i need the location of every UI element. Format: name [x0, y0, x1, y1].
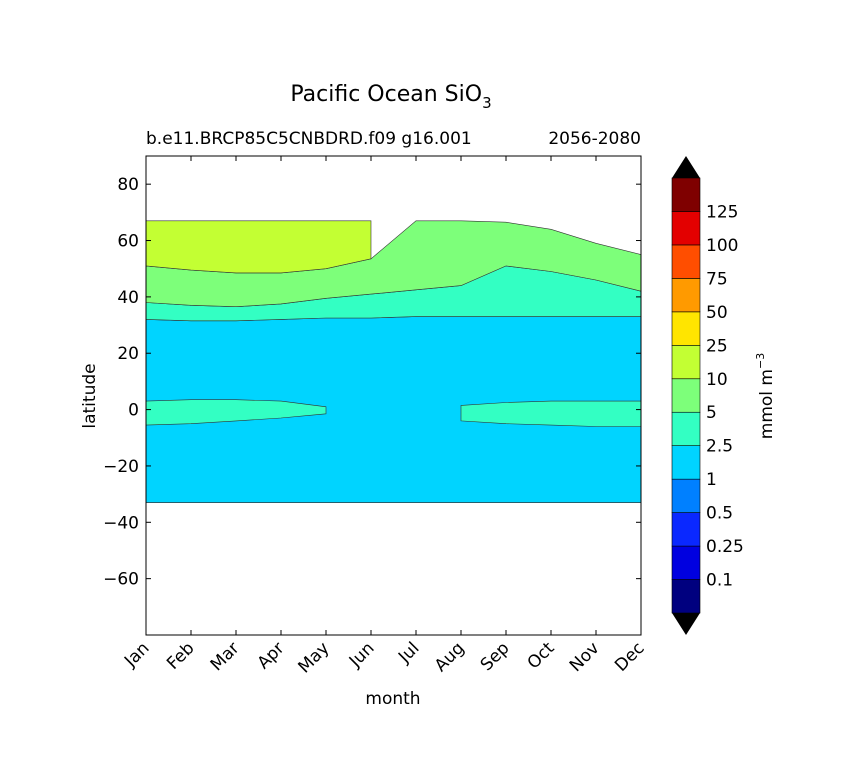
y-tick-label: −60 [103, 570, 139, 590]
colorbar-extend-min [672, 613, 700, 635]
colorbar-segment [671, 177, 701, 212]
y-tick-label: −40 [103, 513, 139, 533]
plot-area [146, 220, 641, 503]
x-tick-label-apr: Apr [254, 638, 289, 673]
colorbar-segment [671, 512, 701, 547]
y-axis-label: latitude [80, 363, 100, 428]
x-tick-label-mar: Mar [207, 638, 244, 675]
plot-frame [145, 155, 642, 636]
chart-subtitle-left: b.e11.BRCP85C5CNBDRD.f09 g16.001 [146, 129, 472, 149]
x-tick-label-dec: Dec [611, 638, 648, 675]
y-tick-label: −20 [103, 457, 139, 477]
colorbar-tick-label: 2.5 [706, 437, 733, 457]
contour-band-7 [460, 400, 641, 427]
colorbar-tick-label: 1 [706, 470, 717, 490]
y-tick-label: 40 [117, 288, 139, 308]
colorbar-segment [671, 445, 701, 480]
y-tick-label: 20 [117, 344, 139, 364]
x-tick-label-feb: Feb [163, 638, 198, 673]
colorbar-tick-label: 100 [706, 236, 738, 256]
colorbar-tick-label: 0.5 [706, 504, 733, 524]
colorbar-tick-label: 50 [706, 303, 728, 323]
x-tick-label-nov: Nov [566, 638, 604, 676]
x-tick-label-jul: Jul [394, 638, 423, 667]
colorbar-segment [671, 378, 701, 413]
colorbar-segment [671, 311, 701, 346]
x-tick-label-aug: Aug [431, 638, 469, 676]
colorbar-segment [671, 579, 701, 614]
x-tick-label-sep: Sep [477, 638, 514, 675]
x-tick-label-jan: Jan [120, 638, 153, 671]
colorbar: 0.1 0.25 0.5 1 2.5 5 10 25 50 75 100 125 [671, 156, 744, 635]
y-tick-label: 60 [117, 232, 139, 252]
y-axis: 80 60 40 20 0 −20 −40 −60 [103, 175, 641, 590]
colorbar-label: mmol m−3 [754, 353, 777, 439]
x-axis-label: month [365, 689, 420, 709]
x-axis: Jan Feb Mar Apr May Jun Jul Aug Sep Oct Nov Dec [120, 156, 649, 677]
colorbar-tick-label: 0.1 [706, 571, 733, 591]
colorbar-segment [671, 411, 701, 446]
colorbar-segment [671, 345, 701, 380]
colorbar-tick-label: 25 [706, 336, 728, 356]
colorbar-tick-label: 10 [706, 370, 728, 390]
colorbar-segment [671, 278, 701, 313]
colorbar-segment [671, 545, 701, 580]
chart-title: Pacific Ocean SiO3 [290, 82, 491, 112]
colorbar-tick-label: 0.25 [706, 537, 744, 557]
colorbar-segment [671, 244, 701, 279]
x-tick-label-oct: Oct [524, 638, 559, 673]
colorbar-extend-max [672, 156, 700, 178]
contour-band-6 [146, 399, 327, 426]
y-tick-label: 80 [117, 175, 139, 195]
colorbar-tick-label: 75 [706, 269, 728, 289]
x-tick-label-may: May [295, 638, 334, 677]
y-tick-label: 0 [128, 401, 139, 421]
colorbar-segment [671, 211, 701, 246]
colorbar-tick-label: 5 [706, 403, 717, 423]
colorbar-segment [671, 478, 701, 513]
contour-band-5 [146, 220, 372, 274]
colorbar-tick-label: 125 [706, 202, 738, 222]
x-tick-label-jun: Jun [345, 638, 379, 672]
chart-subtitle-right: 2056-2080 [548, 129, 641, 149]
